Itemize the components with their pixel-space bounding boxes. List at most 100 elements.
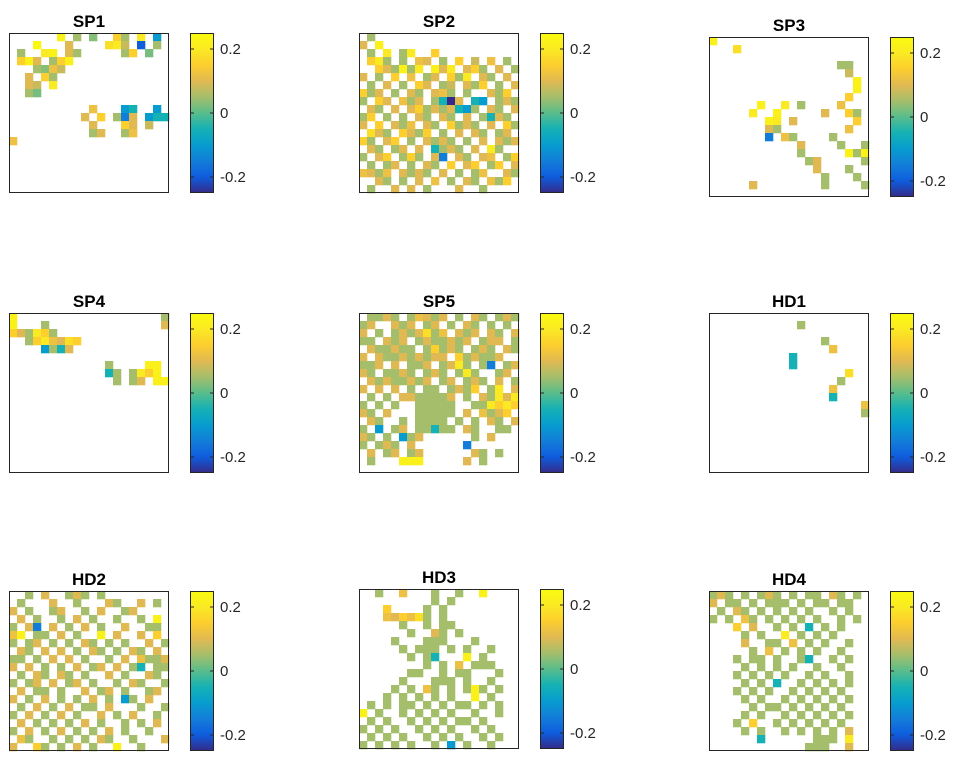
heatmap-cell — [829, 607, 838, 616]
heatmap-cell — [773, 639, 782, 648]
colorbar-tick-label: 0.2 — [220, 599, 241, 616]
heatmap-cell — [447, 89, 456, 98]
heatmap-cell — [487, 89, 496, 98]
heatmap-cell — [829, 695, 838, 704]
heatmap-cell — [359, 433, 368, 442]
heatmap-cell — [455, 717, 464, 726]
heatmap-cell — [359, 121, 368, 130]
heatmap-cell — [105, 687, 114, 696]
heatmap-cell — [463, 425, 472, 434]
heatmap-cell — [471, 57, 480, 66]
heatmap-cell — [487, 329, 496, 338]
heatmap-cell — [837, 61, 846, 70]
heatmap-cell — [391, 121, 400, 130]
heatmap-cell — [9, 313, 18, 322]
heatmap-cell — [471, 637, 480, 646]
heatmap-cell — [359, 97, 368, 106]
heatmap-cell — [741, 695, 750, 704]
heatmap-cell — [797, 149, 806, 158]
heatmap-cell — [359, 725, 368, 734]
heatmap-cell — [797, 647, 806, 656]
heatmap-cell — [65, 591, 74, 600]
heatmap-cell — [797, 599, 806, 608]
heatmap-cell — [367, 417, 376, 426]
heatmap-cell — [455, 145, 464, 154]
heatmap-cell — [431, 137, 440, 146]
heatmap-cell — [447, 345, 456, 354]
heatmap-cell — [367, 57, 376, 66]
heatmap-cell — [137, 631, 146, 640]
heatmap-cell — [407, 321, 416, 330]
heatmap-cell — [137, 703, 146, 712]
heatmap-cell — [129, 711, 138, 720]
heatmap-cell — [479, 345, 488, 354]
heatmap-cell — [33, 81, 42, 90]
heatmap-cell — [463, 321, 472, 330]
heatmap-cell — [495, 81, 504, 90]
heatmap-cell — [455, 589, 464, 598]
heatmap-cell — [367, 337, 376, 346]
heatmap-cell — [383, 129, 392, 138]
heatmap-cell — [65, 719, 74, 728]
heatmap-cell — [367, 313, 376, 322]
heatmap-cell — [399, 733, 408, 742]
heatmap-cell — [49, 65, 58, 74]
heatmap-cell — [741, 663, 750, 672]
heatmap-cell — [511, 137, 520, 146]
heatmap-cell — [487, 345, 496, 354]
heatmap-cell — [447, 137, 456, 146]
heatmap-cell — [153, 711, 162, 720]
heatmap-cell — [479, 353, 488, 362]
heatmap-cell — [391, 361, 400, 370]
heatmap-cell — [97, 607, 106, 616]
heatmap-cell — [781, 711, 790, 720]
heatmap-cell — [439, 169, 448, 178]
heatmap-cell — [423, 645, 432, 654]
heatmap-cell — [359, 401, 368, 410]
heatmap-cell — [391, 345, 400, 354]
heatmap-cell — [407, 49, 416, 58]
heatmap-cell — [113, 599, 122, 608]
heatmap-cell — [137, 647, 146, 656]
heatmap-cell — [797, 727, 806, 736]
heatmap-cell — [455, 97, 464, 106]
heatmap-cell — [829, 591, 838, 600]
heatmap-cell — [17, 671, 26, 680]
heatmap-cell — [447, 685, 456, 694]
heatmap-cell — [81, 735, 90, 744]
heatmap-cell — [463, 377, 472, 386]
heatmap-cell — [367, 129, 376, 138]
heatmap-cell — [487, 693, 496, 702]
heatmap-cell — [375, 129, 384, 138]
heatmap-cell — [407, 345, 416, 354]
heatmap-cell — [471, 121, 480, 130]
heatmap-cell — [487, 433, 496, 442]
heatmap-cell — [439, 57, 448, 66]
heatmap-cell — [399, 65, 408, 74]
heatmap-cell — [439, 153, 448, 162]
heatmap-cell — [503, 369, 512, 378]
heatmap-cell — [137, 599, 146, 608]
heatmap-cell — [471, 369, 480, 378]
heatmap-cell — [845, 711, 854, 720]
colorbar-tick-label: 0 — [570, 661, 578, 678]
heatmap-cell — [495, 409, 504, 418]
heatmap-cell — [121, 687, 130, 696]
heatmap-cell — [105, 671, 114, 680]
heatmap-cell — [33, 743, 42, 752]
heatmap-cell — [113, 631, 122, 640]
heatmap-cell — [399, 393, 408, 402]
heatmap-cell — [837, 591, 846, 600]
panel-title: HD4 — [772, 570, 807, 589]
heatmap-cell — [105, 703, 114, 712]
heatmap-cell — [495, 425, 504, 434]
heatmap-cell — [757, 727, 766, 736]
heatmap-cell — [765, 117, 774, 126]
heatmap-cell — [423, 637, 432, 646]
heatmap-cell — [479, 589, 488, 598]
heatmap-cell — [813, 679, 822, 688]
heatmap-cell — [439, 81, 448, 90]
heatmap-cell — [733, 599, 742, 608]
heatmap-cell — [65, 655, 74, 664]
heatmap-cell — [805, 671, 814, 680]
